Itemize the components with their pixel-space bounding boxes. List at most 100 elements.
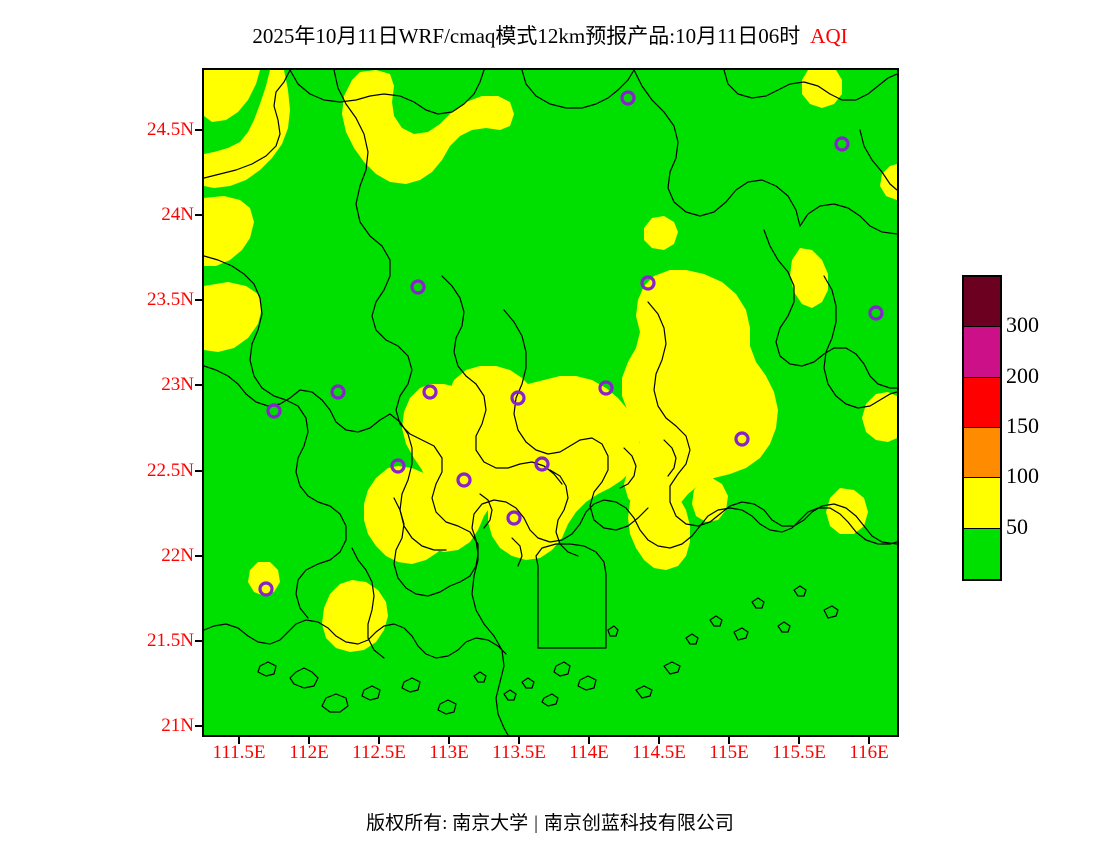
colorbar-band-moderate[interactable] — [964, 478, 1000, 529]
y-axis-tick-mark — [195, 299, 204, 302]
x-axis-tick-label: 115.5E — [772, 742, 826, 763]
colorbar-band-very-unhealthy[interactable] — [964, 327, 1000, 378]
boundary-guangzhou-west — [441, 275, 563, 485]
boundary-east-3 — [859, 129, 897, 191]
y-axis-tick-mark — [195, 469, 204, 472]
colorbar-band-good[interactable] — [964, 528, 1000, 579]
station-marker — [734, 431, 750, 447]
offshore-boundary-box — [535, 543, 607, 649]
coastline-hk-sz — [549, 469, 579, 557]
coastline-main — [204, 619, 507, 659]
aqi-colorbar[interactable] — [962, 275, 1002, 581]
island-22 — [437, 699, 457, 715]
island-12 — [751, 597, 765, 609]
island-19 — [321, 693, 349, 713]
station-marker — [266, 403, 282, 419]
boundary-west-2 — [295, 539, 347, 619]
boundary-east-1 — [763, 229, 897, 389]
x-axis-tick-label: 114E — [569, 742, 609, 763]
aqi-patch-nw-corner — [204, 70, 260, 122]
footer-copyright-text: 版权所有: 南京大学 — [366, 813, 529, 834]
x-axis-tick-label: 112.5E — [352, 742, 406, 763]
station-marker — [640, 275, 656, 291]
island-5 — [503, 689, 517, 701]
title-main-text: 2025年10月11日WRF/cmaq模式12km预报产品:10月11日06时 — [252, 24, 801, 48]
station-marker — [868, 305, 884, 321]
island-21 — [401, 677, 421, 693]
footer-separator: | — [534, 813, 538, 834]
x-axis-tick-label: 111.5E — [212, 742, 266, 763]
x-axis-tick-label: 115E — [709, 742, 749, 763]
station-marker — [422, 384, 438, 400]
aqi-patch-n-small — [644, 216, 678, 250]
island-16 — [685, 633, 699, 645]
coastline-inlet-2 — [511, 537, 523, 567]
island-17 — [289, 667, 319, 689]
x-axis-tick-mark — [588, 735, 590, 744]
y-axis-tick-mark — [195, 128, 204, 131]
station-marker — [456, 472, 472, 488]
aqi-patch-coastal-e — [698, 414, 748, 474]
x-axis-tick-label: 113E — [429, 742, 469, 763]
x-axis-tick-mark — [308, 735, 310, 744]
station-marker — [598, 380, 614, 396]
y-axis-tick-mark — [195, 554, 204, 557]
station-marker — [390, 458, 406, 474]
boundary-central-spine — [333, 70, 509, 735]
y-axis-tick-label: 22N — [161, 544, 194, 566]
administrative-boundaries — [204, 70, 897, 735]
x-axis-tick-label: 113.5E — [492, 742, 546, 763]
y-axis-tick-mark — [195, 213, 204, 216]
boundary-huizhou — [647, 301, 721, 527]
island-13 — [777, 621, 791, 633]
y-axis-tick-label: 22.5N — [147, 459, 194, 481]
colorbar-tick-label: 200 — [1006, 362, 1039, 388]
boundary-north-province — [204, 70, 291, 179]
colorbar-band-hazardous[interactable] — [964, 277, 1000, 328]
boundary-zhaoqing — [299, 389, 391, 433]
coastline-prd-east — [459, 499, 701, 583]
aqi-patch-prd-main — [460, 376, 640, 560]
colorbar-band-unhealthy[interactable] — [964, 377, 1000, 428]
y-axis-tick-label: 21.5N — [147, 630, 194, 652]
x-axis-tick-mark — [658, 735, 660, 744]
boundary-shanwei — [719, 501, 897, 545]
boundary-ne-province — [521, 70, 635, 109]
aqi-patch-prd-spur — [524, 508, 558, 550]
island-18 — [257, 661, 277, 677]
title-variable-text: AQI — [810, 24, 848, 48]
station-marker — [330, 384, 346, 400]
aqi-contour-map — [204, 70, 897, 735]
station-marker — [534, 456, 550, 472]
y-axis: 24.5N 24N 23.5N 23N 22.5N 22N 21.5N 21N — [60, 0, 202, 850]
aqi-patch-e-edge — [862, 392, 897, 442]
y-axis-tick-mark — [195, 640, 204, 643]
footer-company-text: 南京创蓝科技有限公司 — [543, 813, 734, 834]
island-11 — [733, 627, 749, 641]
x-axis-tick-mark — [798, 735, 800, 744]
aqi-patch-nw-mid — [204, 282, 262, 352]
island-9 — [663, 661, 681, 675]
station-marker — [258, 581, 274, 597]
x-axis-tick-label: 116E — [849, 742, 889, 763]
island-14 — [793, 585, 807, 597]
coastline-bay-2 — [663, 439, 677, 477]
colorbar-band-unhealthy-sensitive[interactable] — [964, 427, 1000, 479]
y-axis-tick-mark — [195, 725, 204, 728]
coastline-prd-mouth — [393, 497, 461, 597]
boundary-dongguan — [579, 437, 649, 531]
boundary-far-ne — [799, 203, 897, 235]
aqi-region-moderate-group — [204, 70, 897, 652]
colorbar-tick-label: 50 — [1006, 513, 1028, 539]
map-plot-area[interactable] — [202, 68, 899, 737]
aqi-patch-n-comma — [342, 70, 514, 184]
coastline-east — [699, 507, 897, 545]
station-markers-group[interactable] — [258, 90, 884, 597]
y-axis-tick-label: 23N — [161, 374, 194, 396]
coastline-prd-west — [351, 547, 385, 659]
colorbar-tick-label: 150 — [1006, 413, 1039, 438]
boundary-north-ridge — [289, 70, 485, 115]
station-marker — [410, 279, 426, 295]
footer-copyright: 版权所有: 南京大学 | 南京创蓝科技有限公司 — [0, 808, 1100, 835]
x-axis-tick-mark — [868, 735, 870, 744]
